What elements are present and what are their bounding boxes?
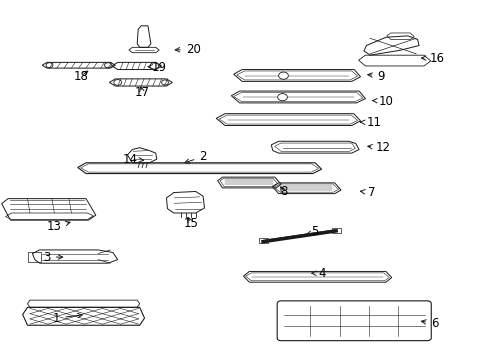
- Text: 8: 8: [279, 185, 286, 198]
- Text: 19: 19: [148, 60, 166, 73]
- Text: 7: 7: [360, 186, 374, 199]
- Text: 4: 4: [311, 267, 325, 280]
- Text: 13: 13: [47, 220, 70, 233]
- Text: 14: 14: [122, 153, 143, 166]
- Text: 5: 5: [305, 225, 318, 238]
- Text: 6: 6: [421, 317, 438, 330]
- Text: 20: 20: [175, 42, 201, 55]
- Text: 15: 15: [183, 216, 198, 230]
- Text: 16: 16: [421, 51, 444, 64]
- Text: 10: 10: [372, 95, 392, 108]
- Text: 2: 2: [184, 150, 206, 163]
- Text: 17: 17: [134, 86, 149, 99]
- Text: 9: 9: [367, 69, 384, 82]
- Text: 18: 18: [74, 69, 88, 82]
- Text: 11: 11: [360, 116, 381, 129]
- Text: 3: 3: [43, 251, 62, 264]
- Text: 1: 1: [53, 311, 82, 325]
- Text: 12: 12: [367, 141, 390, 154]
